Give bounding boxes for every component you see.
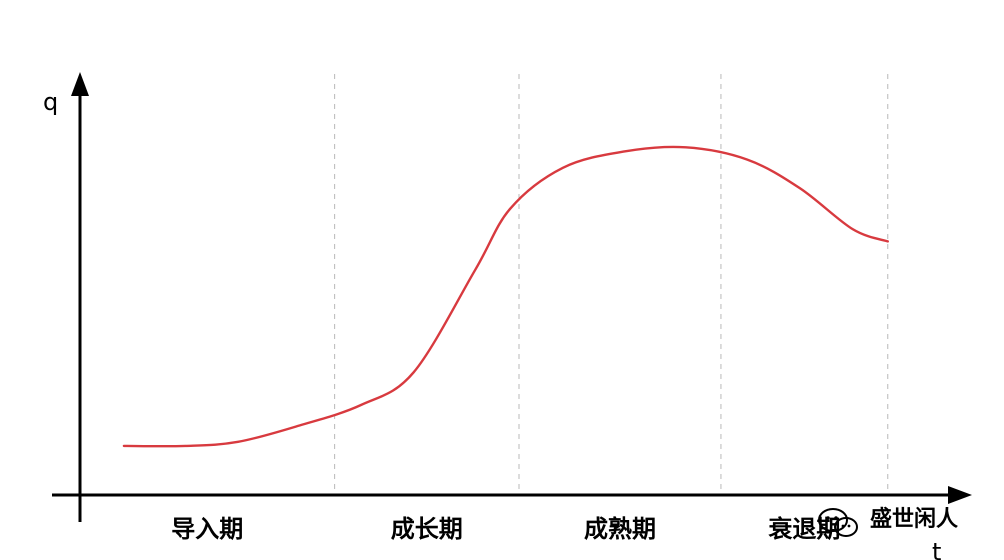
- watermark: 盛世闲人: [818, 506, 958, 537]
- phase-labels: 导入期 成长期 成熟期 衰退期: [171, 515, 840, 543]
- watermark-text: 盛世闲人: [870, 506, 958, 532]
- phase-label: 衰退期: [767, 515, 840, 543]
- phase-label: 成熟期: [584, 515, 656, 543]
- wechat-icon: [818, 508, 858, 537]
- lifecycle-curve: [122, 145, 889, 448]
- phase-label: 成长期: [391, 515, 463, 543]
- phase-label: 导入期: [171, 515, 243, 543]
- x-axis-label: t: [932, 538, 941, 560]
- x-axis-arrow: [948, 486, 972, 504]
- phase-dividers: [334, 74, 889, 495]
- y-axis-label: q: [43, 88, 58, 116]
- y-axis-arrow: [71, 72, 89, 96]
